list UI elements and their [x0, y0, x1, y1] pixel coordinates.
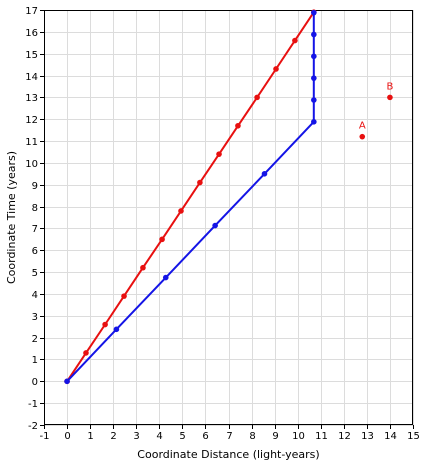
x-tick-label: 14 — [384, 431, 397, 442]
x-tick-label: 6 — [202, 431, 208, 442]
series-2-point — [64, 378, 70, 385]
annotation-label: A — [359, 121, 366, 132]
y-tick-label: 8 — [32, 203, 38, 214]
x-tick-label: 7 — [226, 431, 232, 442]
series-2-point — [113, 326, 120, 333]
x-tick-label: 4 — [156, 431, 162, 442]
y-tick-label: 12 — [25, 115, 38, 126]
axes: -1 0 1 2 3 4 5 6 7 8 9 10 11 12 13 14 15-2-1012345678910… — [25, 6, 420, 442]
plot-frame — [44, 10, 413, 425]
series-1-line — [66, 11, 315, 382]
x-tick-label: 9 — [272, 431, 278, 442]
y-tick-label: 17 — [25, 6, 38, 17]
x-tick-label: 2 — [110, 431, 116, 442]
series-2-point — [311, 9, 317, 16]
series-1-point — [178, 208, 184, 214]
x-tick-label: 3 — [133, 431, 139, 442]
y-tick-label: -2 — [28, 421, 38, 432]
series — [64, 9, 317, 385]
annotation-label: B — [387, 81, 394, 92]
y-tick-label: 9 — [32, 181, 38, 192]
annotation-point — [359, 133, 366, 140]
series-2-point — [311, 31, 317, 38]
y-tick-label: 3 — [32, 312, 38, 323]
x-tick-label: 8 — [249, 431, 255, 442]
annotations: AB — [359, 81, 394, 140]
x-tick-label: 15 — [407, 431, 420, 442]
series-1-point — [273, 66, 279, 72]
series-1-point — [235, 122, 241, 129]
y-tick-label: 10 — [25, 159, 38, 170]
x-axis-label: Coordinate Distance (light-years) — [137, 448, 319, 461]
series-1-point — [216, 151, 222, 157]
series-1-point — [292, 37, 298, 44]
series-1-point — [102, 321, 108, 328]
y-tick-label: 16 — [25, 28, 38, 39]
series-2-point — [162, 274, 169, 281]
series-1-point — [254, 94, 260, 101]
plot-area — [44, 10, 413, 425]
y-tick-label: 15 — [25, 50, 38, 61]
y-tick-label: 13 — [25, 93, 38, 104]
y-tick-label: -1 — [28, 399, 38, 410]
series-2-point — [311, 97, 317, 103]
x-tick-label: 10 — [292, 431, 305, 442]
x-tick-label: -1 — [40, 431, 50, 442]
y-tick-label: 2 — [32, 334, 38, 345]
x-tick-label: 11 — [315, 431, 328, 442]
y-tick-label: 0 — [32, 377, 38, 388]
x-tick-label: 1 — [87, 431, 93, 442]
series-2-point — [311, 119, 317, 125]
y-axis-label: Coordinate Time (years) — [5, 151, 18, 284]
x-tick-label: 13 — [361, 431, 374, 442]
series-1-point — [159, 236, 165, 243]
series-2-point — [311, 53, 317, 60]
series-2-point — [261, 171, 268, 177]
x-tick-label: 0 — [64, 431, 70, 442]
y-tick-label: 6 — [32, 246, 38, 257]
y-tick-label: 5 — [32, 268, 38, 279]
x-tick-label: 5 — [179, 431, 185, 442]
y-tick-label: 4 — [32, 290, 38, 301]
series-2-point — [212, 222, 218, 229]
y-tick-label: 7 — [32, 224, 38, 235]
annotation-point — [387, 94, 393, 101]
series-1-point — [121, 293, 127, 299]
series-1-point — [197, 179, 203, 186]
series-1-point — [83, 350, 89, 356]
grid — [44, 10, 414, 426]
series-1-point — [140, 264, 146, 271]
y-tick-label: 14 — [25, 72, 38, 83]
series-2-point — [311, 75, 317, 81]
y-tick-label: 1 — [32, 355, 38, 366]
x-tick-label: 12 — [338, 431, 351, 442]
y-tick-label: 11 — [25, 137, 38, 148]
